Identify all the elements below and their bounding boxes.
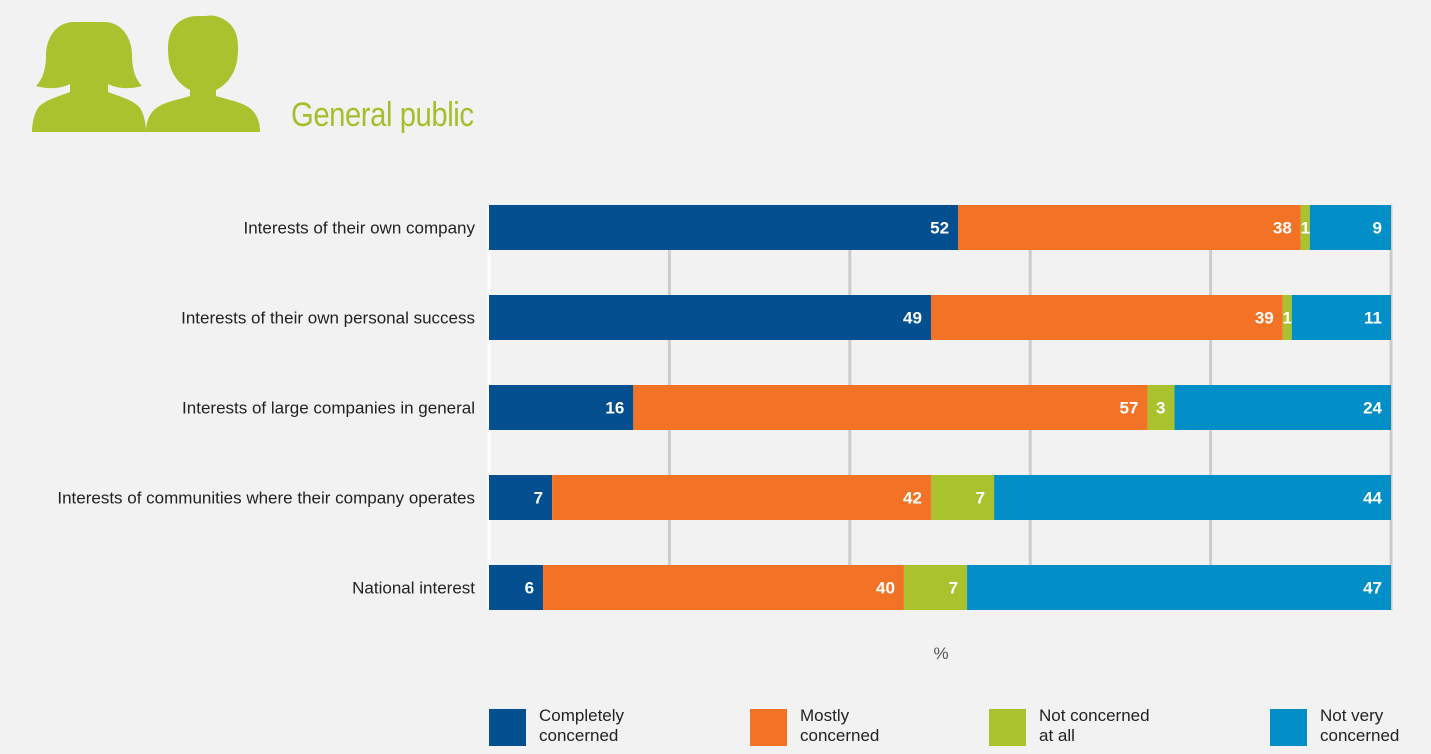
data-label: 3 xyxy=(1156,399,1165,418)
data-label: 38 xyxy=(1273,219,1292,238)
category-label: Interests of large companies in general xyxy=(182,399,475,418)
legend-label-line: Not very xyxy=(1320,706,1384,725)
bar-segment xyxy=(489,295,931,340)
bar-segment xyxy=(958,205,1301,250)
data-label: 16 xyxy=(605,399,624,418)
bar-segment xyxy=(994,475,1391,520)
data-label: 1 xyxy=(1301,219,1310,238)
legend-swatch xyxy=(750,709,787,746)
bar-segment xyxy=(903,565,968,610)
legend-swatch xyxy=(989,709,1026,746)
legend-label-line: concerned xyxy=(1320,726,1400,745)
data-label: 11 xyxy=(1364,309,1382,328)
bars xyxy=(489,205,1391,610)
data-label: 9 xyxy=(1373,219,1382,238)
legend-label: Not concerned at all xyxy=(1039,706,1189,746)
legend-label-line: Mostly xyxy=(800,706,850,725)
data-label: 7 xyxy=(534,489,543,508)
labels: Interests of their own company 52 38 1 9 Inte… xyxy=(57,219,1382,598)
bar-segment xyxy=(967,565,1391,610)
people-icon xyxy=(32,15,260,132)
legend-label-line: at all xyxy=(1039,726,1075,745)
legend-label: Completely concerned xyxy=(539,706,689,746)
data-label: 52 xyxy=(930,219,949,238)
bar-segment xyxy=(1174,385,1391,430)
header: General public xyxy=(0,0,1431,160)
bar-segment xyxy=(1282,295,1292,340)
chart-title: General public xyxy=(291,96,474,134)
legend-label-line: concerned xyxy=(539,726,619,745)
bar-segment xyxy=(1147,385,1175,430)
legend-label: Mostly concerned xyxy=(800,706,950,746)
data-label: 42 xyxy=(903,489,922,508)
legend-label-line: Not concerned xyxy=(1039,706,1150,725)
bar-segment xyxy=(633,385,1148,430)
bar-segment xyxy=(489,565,544,610)
bar-segment xyxy=(930,475,995,520)
data-label: 44 xyxy=(1363,489,1382,508)
bar-segment xyxy=(489,205,959,250)
category-label: Interests of communities where their com… xyxy=(57,489,475,508)
bar-segment xyxy=(489,385,634,430)
data-label: 47 xyxy=(1363,579,1382,598)
data-label: 7 xyxy=(949,579,958,598)
bar-segment xyxy=(1309,205,1391,250)
legend-label-line: concerned xyxy=(800,726,880,745)
data-label: 1 xyxy=(1283,309,1292,328)
data-label: 24 xyxy=(1363,399,1382,418)
x-axis-unit-label: % xyxy=(933,644,948,663)
bar-segment xyxy=(1291,295,1391,340)
data-label: 49 xyxy=(903,309,922,328)
bar-segment xyxy=(489,475,553,520)
legend-label-line: Completely xyxy=(539,706,625,725)
data-label: 6 xyxy=(525,579,534,598)
data-label: 7 xyxy=(976,489,985,508)
category-label: Interests of their own personal success xyxy=(181,309,475,328)
bar-segment xyxy=(1300,205,1310,250)
data-label: 40 xyxy=(876,579,895,598)
data-label: 57 xyxy=(1120,399,1139,418)
legend-swatch xyxy=(1270,709,1307,746)
legend: Completely concerned Mostly concerned Not co… xyxy=(0,700,1431,754)
bar-segment xyxy=(552,475,931,520)
bar-segment xyxy=(930,295,1283,340)
legend-label: Not very concerned xyxy=(1320,706,1431,746)
data-label: 39 xyxy=(1255,309,1274,328)
category-label: Interests of their own company xyxy=(243,219,475,238)
legend-swatch xyxy=(489,709,526,746)
bar-segment xyxy=(543,565,904,610)
category-label: National interest xyxy=(352,579,475,598)
